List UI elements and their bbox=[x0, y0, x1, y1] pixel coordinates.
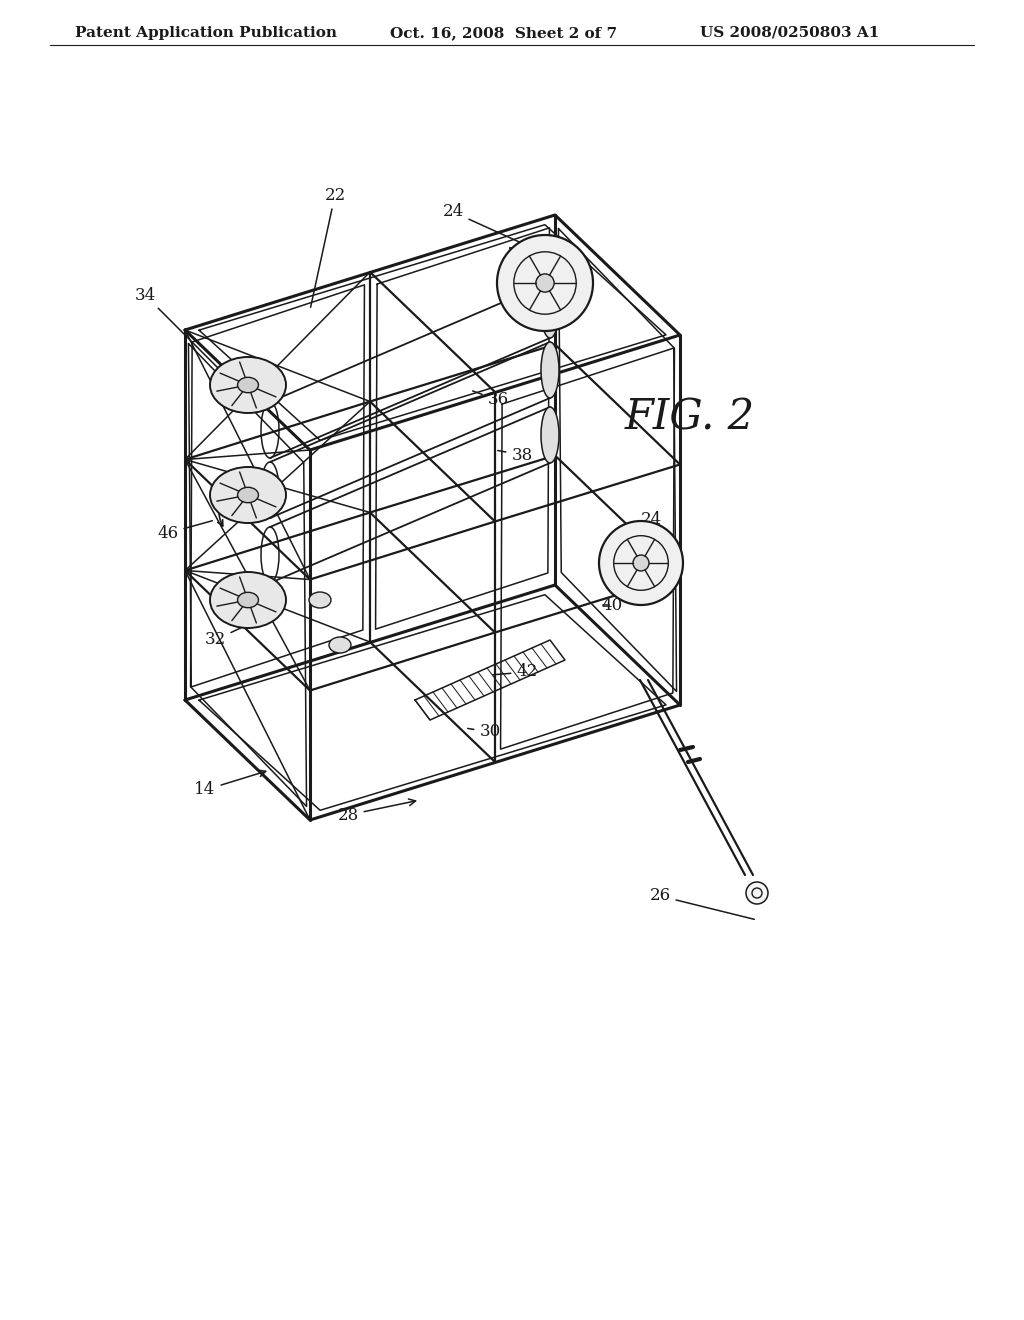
Ellipse shape bbox=[210, 572, 286, 628]
Text: 30: 30 bbox=[468, 723, 501, 741]
Ellipse shape bbox=[497, 235, 593, 331]
Ellipse shape bbox=[309, 591, 331, 609]
Text: 24: 24 bbox=[640, 511, 662, 528]
Text: 34: 34 bbox=[134, 286, 218, 368]
Text: 26: 26 bbox=[649, 887, 755, 919]
Text: 14: 14 bbox=[195, 770, 265, 799]
Ellipse shape bbox=[633, 554, 649, 572]
Ellipse shape bbox=[238, 487, 258, 503]
Text: Patent Application Publication: Patent Application Publication bbox=[75, 26, 337, 40]
Text: 32: 32 bbox=[205, 626, 245, 648]
Text: Oct. 16, 2008  Sheet 2 of 7: Oct. 16, 2008 Sheet 2 of 7 bbox=[390, 26, 617, 40]
Text: 24: 24 bbox=[442, 203, 546, 253]
Ellipse shape bbox=[536, 273, 554, 292]
Text: US 2008/0250803 A1: US 2008/0250803 A1 bbox=[700, 26, 880, 40]
Text: 36: 36 bbox=[473, 391, 509, 408]
Ellipse shape bbox=[541, 282, 559, 338]
Ellipse shape bbox=[746, 882, 768, 904]
Text: 46: 46 bbox=[158, 520, 212, 541]
Text: 28: 28 bbox=[337, 799, 416, 824]
Text: 42: 42 bbox=[493, 664, 538, 681]
Text: 22: 22 bbox=[310, 186, 346, 308]
Text: FIG. 2: FIG. 2 bbox=[625, 397, 755, 440]
Ellipse shape bbox=[329, 638, 351, 653]
Ellipse shape bbox=[210, 356, 286, 413]
Text: 40: 40 bbox=[601, 597, 623, 614]
Ellipse shape bbox=[599, 521, 683, 605]
Ellipse shape bbox=[541, 407, 559, 463]
Text: 38: 38 bbox=[498, 446, 532, 463]
Ellipse shape bbox=[238, 593, 258, 607]
Ellipse shape bbox=[541, 342, 559, 399]
Ellipse shape bbox=[210, 467, 286, 523]
Ellipse shape bbox=[238, 378, 258, 393]
